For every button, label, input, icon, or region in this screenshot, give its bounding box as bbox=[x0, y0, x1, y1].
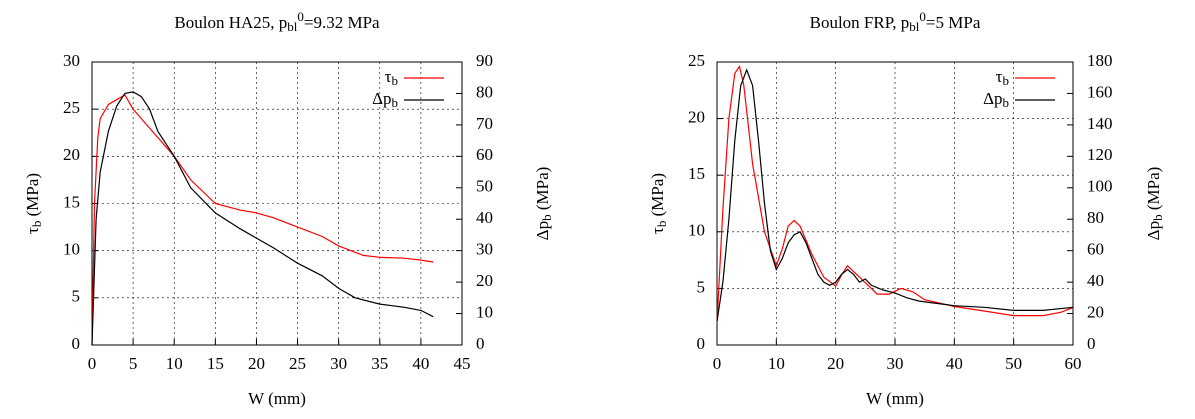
y-tick-label: 20 bbox=[688, 108, 705, 127]
y2-tick-label: 60 bbox=[1087, 240, 1104, 259]
x-tick-label: 15 bbox=[207, 354, 224, 373]
y-axis-label-part: τ bbox=[648, 227, 667, 234]
y-tick-label: 0 bbox=[697, 334, 706, 353]
data-line bbox=[716, 65, 1074, 323]
y2-tick-label: 140 bbox=[1087, 114, 1113, 133]
y2-tick-label: 40 bbox=[1087, 271, 1104, 290]
legend-label-part: τ bbox=[385, 67, 392, 86]
y2-axis-label-part: b bbox=[539, 214, 554, 221]
y-axis-label: τb (MPa) bbox=[648, 173, 669, 234]
y2-tick-label: 20 bbox=[476, 271, 493, 290]
x-tick-label: 10 bbox=[166, 354, 183, 373]
y2-tick-label: 0 bbox=[476, 334, 485, 353]
y2-tick-label: 40 bbox=[476, 208, 493, 227]
legend-label-part: b bbox=[1003, 73, 1010, 88]
x-tick-label: 0 bbox=[88, 354, 97, 373]
legend-label: Δpb bbox=[983, 89, 1009, 110]
x-tick-label: 20 bbox=[827, 354, 844, 373]
y-axis-label-part: b bbox=[29, 221, 44, 228]
y-tick-label: 10 bbox=[63, 240, 80, 259]
x-tick-label: 50 bbox=[1005, 354, 1022, 373]
chart-title: Boulon FRP, pbl0=5 MPa bbox=[810, 9, 981, 34]
chart-title: Boulon HA25, pbl0=9.32 MPa bbox=[174, 9, 380, 34]
legend-label-part: τ bbox=[996, 67, 1003, 86]
y2-tick-label: 30 bbox=[476, 240, 493, 259]
y-tick-label: 25 bbox=[63, 98, 80, 117]
chart-title-part: =5 MPa bbox=[926, 13, 981, 32]
y2-tick-label: 70 bbox=[476, 114, 493, 133]
data-line bbox=[91, 91, 434, 346]
legend-label: τb bbox=[996, 67, 1009, 88]
y2-axis-label: Δpb (MPa) bbox=[533, 167, 554, 241]
plot-frame bbox=[91, 61, 463, 346]
y-axis-label-part: (MPa) bbox=[648, 173, 667, 221]
legend-label-part: b bbox=[392, 95, 399, 110]
y2-axis-label-part: (MPa) bbox=[533, 167, 552, 215]
y2-tick-label: 120 bbox=[1087, 145, 1113, 164]
x-tick-label: 35 bbox=[371, 354, 388, 373]
x-tick-label: 45 bbox=[454, 354, 471, 373]
y2-tick-label: 20 bbox=[1087, 302, 1104, 321]
x-tick-label: 60 bbox=[1065, 354, 1082, 373]
x-axis-label: W (mm) bbox=[866, 389, 924, 408]
y-tick-label: 30 bbox=[63, 51, 80, 70]
x-tick-label: 40 bbox=[412, 354, 429, 373]
y2-axis-label-part: Δp bbox=[1144, 221, 1163, 240]
chart-title-part: Boulon FRP, p bbox=[810, 13, 910, 32]
y2-tick-label: 50 bbox=[476, 177, 493, 196]
y2-tick-label: 100 bbox=[1087, 177, 1113, 196]
x-tick-label: 25 bbox=[289, 354, 306, 373]
y-tick-label: 20 bbox=[63, 145, 80, 164]
y2-tick-label: 80 bbox=[1087, 208, 1104, 227]
chart-title-part: bl bbox=[909, 19, 920, 34]
y-axis-label-part: τ bbox=[23, 227, 42, 234]
plot-frame bbox=[716, 61, 1074, 346]
legend-label-part: Δp bbox=[983, 89, 1002, 108]
chart-title-part: Boulon HA25, p bbox=[174, 13, 287, 32]
y-axis-label-part: (MPa) bbox=[23, 173, 42, 221]
y2-axis-label-part: Δp bbox=[533, 221, 552, 240]
y-tick-label: 15 bbox=[688, 164, 705, 183]
legend-label-part: b bbox=[1003, 95, 1010, 110]
legend-label-part: b bbox=[392, 73, 399, 88]
y2-tick-label: 0 bbox=[1087, 334, 1096, 353]
y2-tick-label: 10 bbox=[476, 302, 493, 321]
x-tick-label: 40 bbox=[946, 354, 963, 373]
y-tick-label: 0 bbox=[72, 334, 81, 353]
x-tick-label: 30 bbox=[330, 354, 347, 373]
chart-title-part: 0 bbox=[919, 9, 926, 24]
x-tick-label: 0 bbox=[713, 354, 722, 373]
y-tick-label: 15 bbox=[63, 192, 80, 211]
chart-title-part: bl bbox=[287, 19, 298, 34]
x-tick-label: 30 bbox=[887, 354, 904, 373]
y2-tick-label: 90 bbox=[476, 51, 493, 70]
data-line bbox=[716, 68, 1074, 322]
x-tick-label: 20 bbox=[248, 354, 265, 373]
y-tick-label: 5 bbox=[697, 277, 706, 296]
chart-title-part: 0 bbox=[297, 9, 304, 24]
y2-axis-label-part: (MPa) bbox=[1144, 167, 1163, 215]
legend-label: τb bbox=[385, 67, 398, 88]
x-tick-label: 10 bbox=[768, 354, 785, 373]
y2-axis-label: Δpb (MPa) bbox=[1144, 167, 1165, 241]
legend-label-part: Δp bbox=[372, 89, 391, 108]
y2-tick-label: 60 bbox=[476, 145, 493, 164]
data-line bbox=[91, 94, 434, 346]
y-axis-label-part: b bbox=[654, 221, 669, 228]
y-tick-label: 5 bbox=[72, 287, 81, 306]
y2-axis-label-part: b bbox=[1150, 214, 1165, 221]
chart-title-part: =9.32 MPa bbox=[304, 13, 380, 32]
legend-label: Δpb bbox=[372, 89, 398, 110]
y2-tick-label: 160 bbox=[1087, 82, 1113, 101]
y2-tick-label: 80 bbox=[476, 82, 493, 101]
y-tick-label: 25 bbox=[688, 51, 705, 70]
y-tick-label: 10 bbox=[688, 221, 705, 240]
y-axis-label: τb (MPa) bbox=[23, 173, 44, 234]
x-axis-label: W (mm) bbox=[248, 389, 306, 408]
y2-tick-label: 180 bbox=[1087, 51, 1113, 70]
x-tick-label: 5 bbox=[129, 354, 138, 373]
